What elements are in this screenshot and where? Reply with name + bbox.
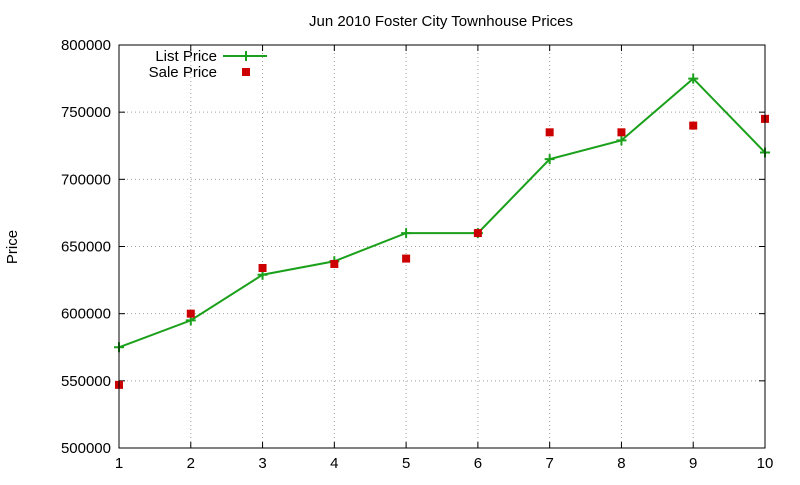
y-axis-label: Price bbox=[4, 230, 21, 264]
x-tick-label: 3 bbox=[258, 455, 266, 472]
list-price-line bbox=[118, 77, 766, 349]
sale-price-point bbox=[402, 254, 411, 263]
y-tick-label: 600000 bbox=[61, 306, 111, 323]
sale-price-point bbox=[473, 229, 482, 238]
legend: List Price Sale Price bbox=[149, 48, 267, 81]
list-price-point bbox=[616, 135, 627, 146]
plot-frame bbox=[118, 44, 766, 449]
sale-price-point bbox=[186, 309, 195, 318]
x-tick-label: 1 bbox=[115, 455, 123, 472]
x-tick-label: 5 bbox=[402, 455, 410, 472]
legend-marker-list-price bbox=[241, 51, 251, 61]
list-price-point bbox=[544, 154, 555, 165]
x-tick-label: 4 bbox=[330, 455, 338, 472]
x-tick-label: 2 bbox=[187, 455, 195, 472]
y-tick-label: 650000 bbox=[61, 239, 111, 256]
x-tick-label: 7 bbox=[545, 455, 553, 472]
x-tick-label: 6 bbox=[474, 455, 482, 472]
sale-price-point bbox=[258, 263, 267, 272]
list-price-point bbox=[688, 73, 699, 84]
grid bbox=[119, 45, 765, 448]
y-tick-label: 550000 bbox=[61, 373, 111, 390]
y-tick-label: 750000 bbox=[61, 104, 111, 121]
x-tick-label: 9 bbox=[689, 455, 697, 472]
y-tick-label: 700000 bbox=[61, 171, 111, 188]
series bbox=[114, 73, 770, 389]
y-tick-label: 800000 bbox=[61, 37, 111, 54]
list-price-point bbox=[401, 228, 412, 239]
sale-price-point bbox=[617, 128, 626, 137]
chart-title: Jun 2010 Foster City Townhouse Prices bbox=[309, 13, 573, 30]
x-tick-label: 10 bbox=[757, 455, 774, 472]
legend-label-list-price: List Price bbox=[155, 48, 217, 65]
sale-price-point bbox=[689, 121, 698, 130]
legend-label-sale-price: Sale Price bbox=[149, 64, 217, 81]
sale-price-point bbox=[545, 128, 554, 137]
sale-price-point bbox=[330, 259, 339, 268]
y-tick-label: 500000 bbox=[61, 440, 111, 457]
x-tick-label: 8 bbox=[617, 455, 625, 472]
legend-marker-sale-price bbox=[242, 68, 250, 76]
